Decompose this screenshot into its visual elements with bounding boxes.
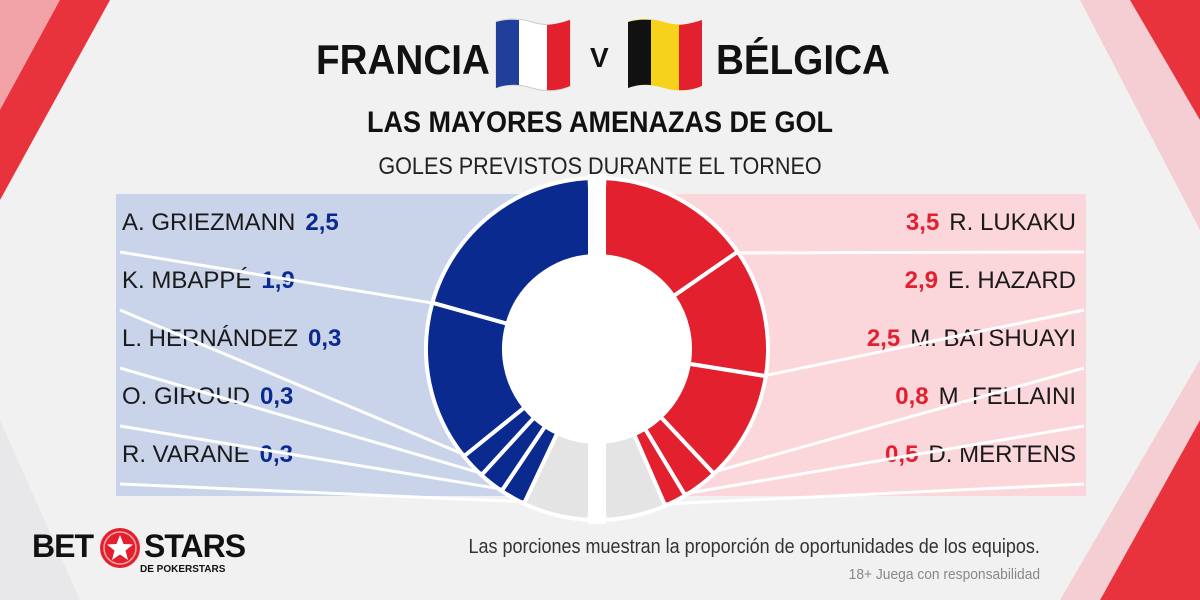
player-name: L. HERNÁNDEZ	[122, 325, 299, 352]
belgium-player-row: 0,8 M. FELLAINI	[895, 368, 1076, 426]
player-name: D. MERTENS	[928, 441, 1076, 468]
belgium-player-row: 2,9 E. HAZARD	[905, 252, 1076, 310]
corner-stripe-bottom-right-light	[1060, 360, 1200, 600]
subline: GOLES PREVISTOS DURANTE EL TORNEO	[378, 153, 822, 180]
player-name: M. BATSHUAYI	[910, 325, 1076, 352]
title-row: FRANCIA V BÉLGICA	[0, 8, 1200, 96]
france-flag-icon	[495, 18, 571, 92]
player-name: A. GRIEZMANN	[122, 209, 296, 236]
responsible-gambling-disclaimer: 18+ Juega con responsabilidad	[848, 566, 1040, 583]
versus-label: V	[590, 42, 609, 73]
player-value: 0,3	[259, 441, 293, 468]
player-value: 0,8	[895, 383, 929, 410]
belgium-player-row: 3,5 R. LUKAKU	[906, 194, 1076, 252]
player-value: 2,9	[904, 267, 938, 294]
belgium-flag-icon	[628, 19, 702, 91]
player-value: 2,5	[866, 325, 901, 352]
logo-subtitle: DE POKERSTARS	[140, 564, 226, 575]
logo-stars-text: STARS	[144, 528, 246, 564]
star-logo-icon	[100, 528, 140, 568]
player-value: 0,5	[885, 441, 919, 468]
player-value: 3,5	[905, 209, 940, 236]
team-right-name: BÉLGICA	[716, 36, 890, 83]
logo-bet-text: BET	[32, 528, 94, 564]
france-player-row: O. GIROUD 0,3	[122, 368, 293, 426]
player-value: 1,9	[261, 267, 295, 294]
france-player-row: K. MBAPPÉ 1,9	[122, 252, 295, 310]
player-value: 2,5	[305, 209, 339, 236]
chart-footnote: Las porciones muestran la proporción de …	[468, 536, 1040, 558]
player-name: M. FELLAINI	[938, 383, 1076, 410]
betstars-logo: BET STARS DE POKERSTARS	[32, 528, 246, 578]
player-value: 0,3	[260, 383, 294, 410]
player-value: 0,3	[308, 325, 342, 352]
player-name: K. MBAPPÉ	[122, 267, 252, 294]
belgium-player-row: 2,5 M. BATSHUAYI	[867, 310, 1076, 368]
corner-stripe-top-right-dark	[1130, 0, 1200, 120]
belgium-player-row: 0,5 D. MERTENS	[885, 426, 1076, 484]
team-left-name: FRANCIA	[316, 36, 490, 83]
france-player-row: L. HERNÁNDEZ 0,3	[122, 310, 341, 368]
france-player-row: A. GRIEZMANN 2,5	[122, 194, 339, 252]
player-name: R. LUKAKU	[949, 209, 1076, 236]
headline: LAS MAYORES AMENAZAS DE GOL	[366, 106, 834, 139]
player-name: R. VARANE	[122, 441, 250, 468]
corner-shade-bottom-left	[0, 420, 80, 600]
player-name: E. HAZARD	[947, 267, 1076, 294]
corner-stripe-top-left-light	[0, 0, 60, 110]
france-player-row: R. VARANE 0,3	[122, 426, 293, 484]
player-name: O. GIROUD	[122, 383, 251, 410]
